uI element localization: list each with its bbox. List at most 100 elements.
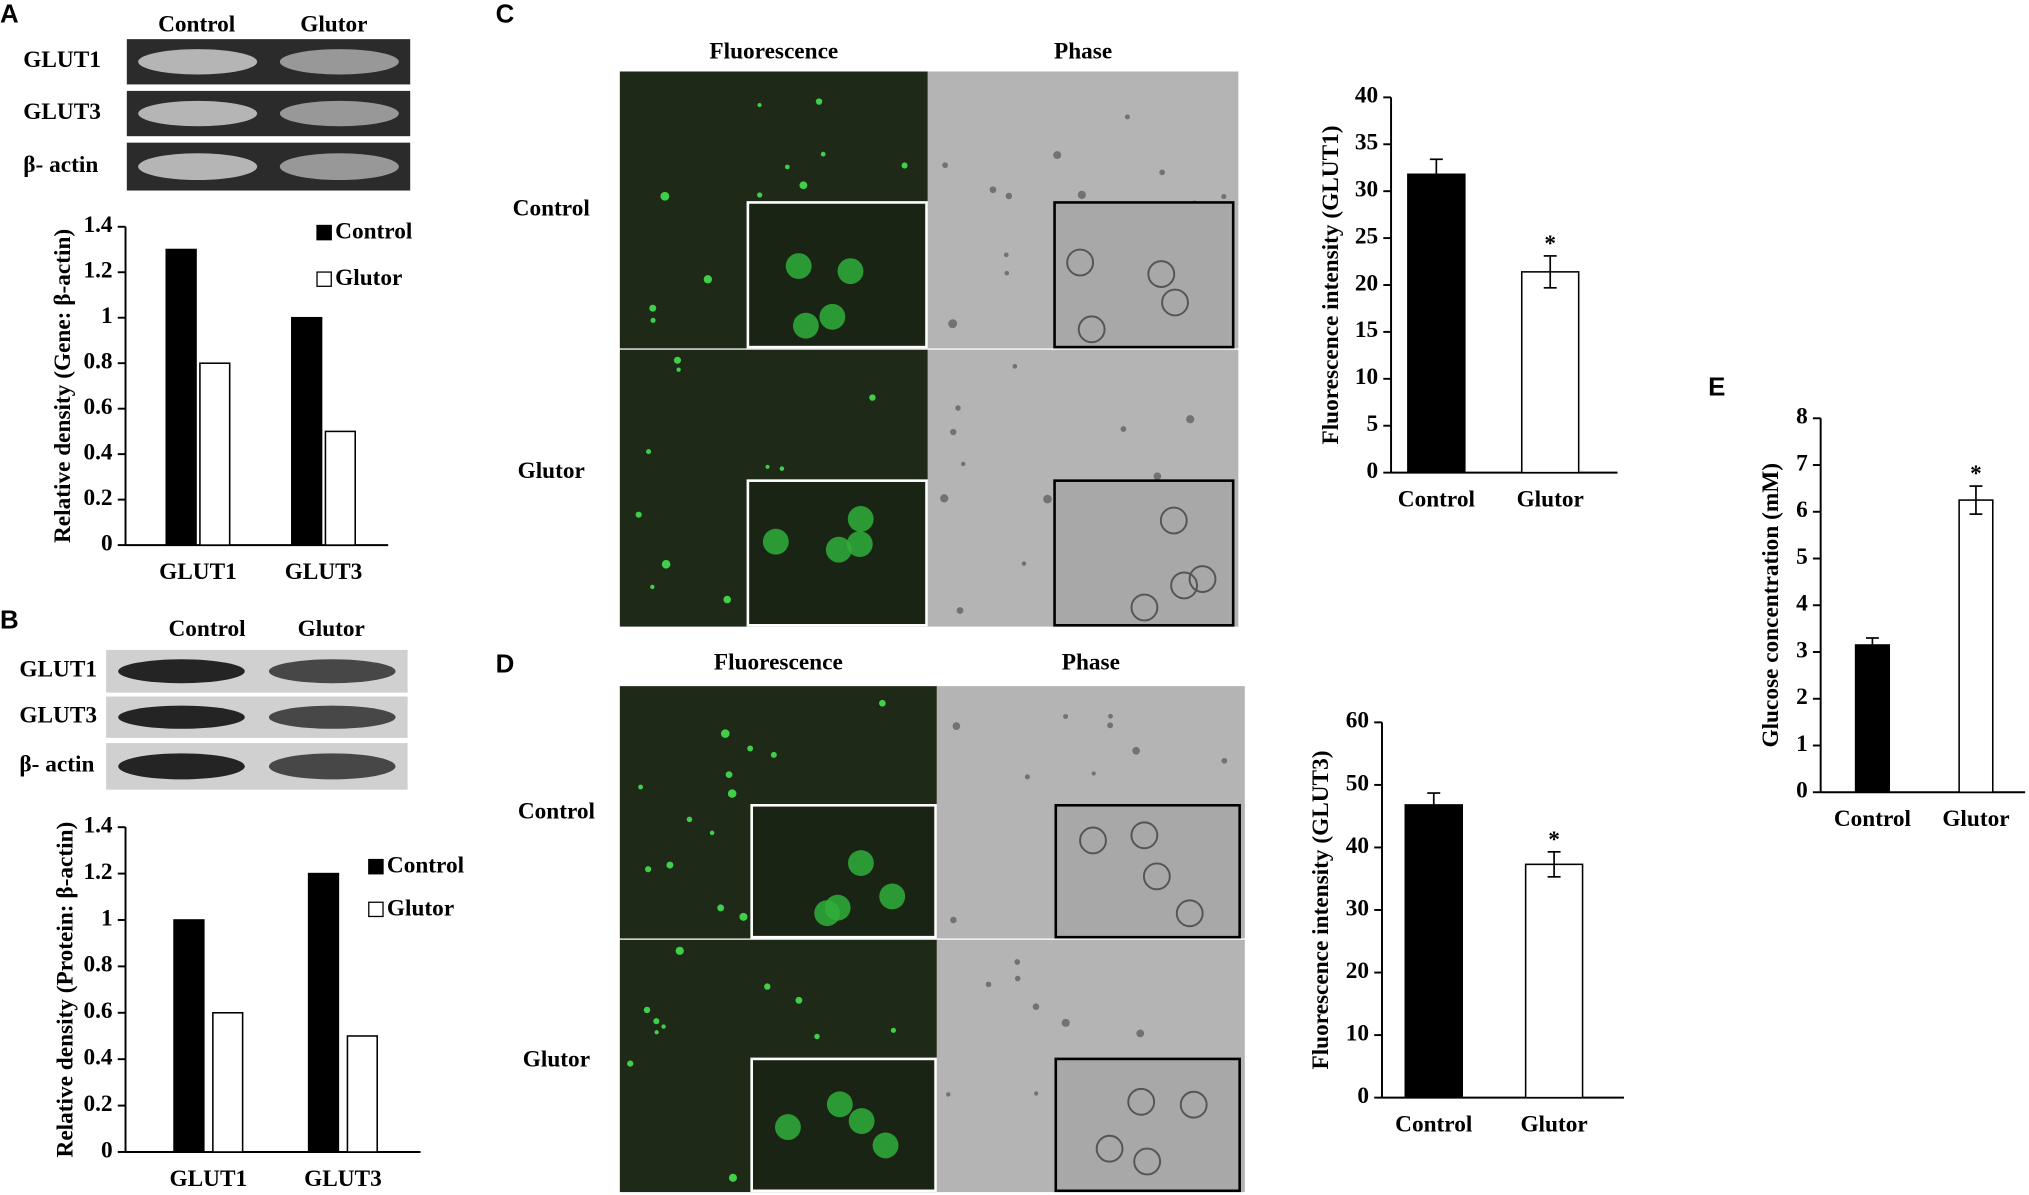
cell-dot	[815, 98, 823, 105]
cell-dot	[661, 1024, 666, 1029]
bar	[346, 1035, 378, 1153]
cell-dot	[1003, 252, 1009, 258]
inset-cell	[762, 528, 789, 555]
cell-dot	[1053, 151, 1062, 160]
legend-swatch	[316, 224, 332, 241]
cell-dot	[1034, 1091, 1039, 1096]
cell-dot	[1124, 114, 1130, 120]
bar	[1524, 863, 1584, 1099]
y-axis-label: Fluorescence intensity (GLUT1)	[1318, 125, 1344, 444]
legend-swatch	[368, 858, 384, 875]
blot-band	[118, 753, 245, 780]
x-tick-label: GLUT3	[304, 1166, 382, 1192]
cell-dot	[1221, 757, 1228, 764]
blot-band	[118, 659, 245, 684]
inset-cell	[1079, 826, 1107, 855]
cell-dot	[770, 751, 777, 758]
cell-dot	[1004, 270, 1010, 276]
legend-swatch	[368, 901, 384, 918]
y-tick-label: 1	[1796, 731, 1808, 757]
micro-column-label: Fluorescence	[714, 649, 843, 675]
inset-cell	[792, 312, 819, 339]
cell-dot	[654, 1030, 659, 1035]
cell-dot	[950, 916, 957, 924]
y-tick-label: 0.6	[83, 394, 112, 420]
legend-label: Glutor	[387, 895, 454, 921]
error-bar	[1429, 158, 1443, 191]
y-tick-label: 10	[1355, 364, 1378, 390]
blot-band	[279, 100, 399, 127]
cell-dot	[653, 1018, 660, 1025]
inset-cell	[825, 536, 852, 563]
x-tick-label: Glutor	[1517, 486, 1584, 512]
cell-dot	[942, 162, 949, 169]
x-tick-label: Glutor	[1942, 806, 2009, 832]
panel-letter: E	[1708, 373, 1725, 401]
y-tick-label: 1.2	[83, 859, 112, 885]
blot-column-label: Glutor	[298, 616, 365, 642]
legend-label: Control	[335, 219, 413, 245]
blot-column-label: Control	[158, 12, 236, 38]
inset-cell	[1159, 506, 1188, 535]
inset-cell	[826, 1091, 853, 1118]
inset-cell	[1077, 315, 1106, 344]
y-tick-label: 0	[101, 1137, 113, 1163]
inset-cell	[1066, 248, 1095, 277]
y-tick-label: 0	[101, 530, 113, 556]
y-tick-label: 6	[1796, 497, 1808, 523]
blot-band	[138, 49, 258, 75]
inset-cell	[1170, 571, 1198, 600]
cell-dot	[820, 151, 826, 157]
blot-row-label: GLUT3	[19, 703, 97, 729]
cell-dot	[795, 996, 803, 1004]
legend-label: Glutor	[335, 265, 402, 291]
y-axis-label: Relative density (Gene: β-actin)	[50, 229, 76, 543]
cell-dot	[956, 607, 964, 614]
y-tick-label: 0.8	[83, 952, 112, 978]
bar	[1520, 271, 1580, 474]
inset-cell	[1175, 899, 1204, 928]
cell-dot	[660, 191, 670, 201]
y-axis-label: Fluorescence intensity (GLUT3)	[1308, 750, 1334, 1069]
error-bar	[1543, 255, 1557, 289]
y-tick-label: 30	[1346, 895, 1369, 921]
y-tick-label: 0.4	[83, 1045, 112, 1071]
panel-letter: D	[496, 650, 515, 678]
y-tick-label: 10	[1346, 1020, 1369, 1046]
cell-dot	[879, 699, 886, 707]
y-tick-label: 3	[1796, 637, 1808, 663]
cell-dot	[627, 1060, 634, 1067]
inset-cell	[819, 303, 846, 330]
bar	[199, 362, 231, 546]
cell-dot	[1012, 363, 1018, 369]
cell-dot	[946, 1092, 951, 1097]
y-tick-label: 5	[1366, 411, 1378, 437]
inset-cell	[1130, 821, 1159, 850]
y-tick-label: 40	[1355, 83, 1378, 109]
cell-dot	[1063, 714, 1069, 720]
cell-dot	[723, 595, 732, 604]
micro-row-label: Control	[518, 798, 596, 824]
cell-dot	[650, 584, 655, 590]
blot-row-label: GLUT1	[23, 47, 101, 73]
inset-cell	[1147, 260, 1176, 289]
micro-column-label: Phase	[1054, 39, 1112, 65]
cell-dot	[1186, 415, 1195, 424]
y-tick-label: 15	[1355, 317, 1378, 343]
bar	[173, 919, 205, 1153]
cell-dot	[940, 494, 949, 503]
cell-dot	[1032, 1003, 1040, 1010]
cell-dot	[675, 946, 684, 955]
cell-dot	[757, 192, 763, 198]
blot-row-label: GLUT3	[23, 99, 101, 125]
cell-dot	[635, 511, 642, 518]
inset	[1054, 1057, 1241, 1193]
y-tick-label: 50	[1346, 770, 1369, 796]
cell-dot	[948, 319, 958, 329]
y-tick-label: 0.8	[83, 349, 112, 375]
inset-cell	[1130, 593, 1159, 622]
y-tick-label: 25	[1355, 223, 1378, 249]
x-tick-label: GLUT1	[159, 559, 237, 585]
cell-dot	[650, 317, 656, 323]
